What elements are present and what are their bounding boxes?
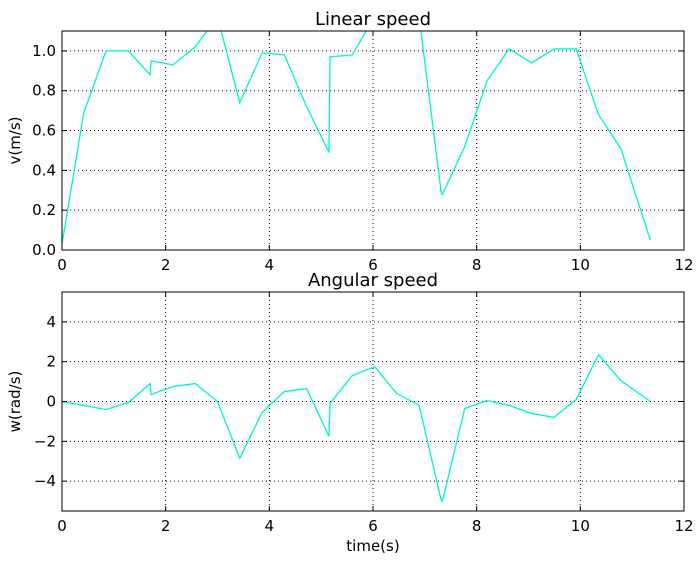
- x-tick-label: 4: [265, 256, 275, 274]
- chart-title: Angular speed: [308, 270, 438, 291]
- x-tick-label: 8: [472, 256, 482, 274]
- y-axis-title: w(rad/s): [6, 371, 24, 433]
- linear-speed-panel: 0 2 4 6 8 10 12 0.0 0.2 0.4 0.6 0.8 1.0 Linear speed v…: [6, 9, 694, 274]
- x-tick-label: 2: [161, 517, 171, 535]
- series-line: [62, 353, 651, 502]
- x-tick-label: 12: [674, 256, 693, 274]
- y-tick-label: 0: [46, 393, 56, 411]
- x-tick-label: 2: [161, 256, 171, 274]
- x-tick-label: 6: [368, 256, 378, 274]
- x-tick-label: 12: [674, 517, 693, 535]
- y-tick-label: 0.4: [32, 161, 56, 179]
- x-tick-label: 10: [571, 256, 590, 274]
- x-tick-label: 0: [57, 256, 67, 274]
- y-tick-label: 0.8: [32, 82, 56, 100]
- y-tick-label: 0.0: [32, 241, 56, 259]
- x-tick-label: 10: [571, 517, 590, 535]
- y-tick-label: −4: [34, 472, 56, 490]
- y-tick-label: 0.6: [32, 122, 56, 140]
- x-axis-title: time(s): [346, 537, 399, 555]
- y-tick-label: −2: [34, 432, 56, 450]
- y-tick-label: 2: [46, 353, 56, 371]
- x-tick-label: 8: [472, 517, 482, 535]
- y-axis-title: v(m/s): [6, 116, 24, 164]
- x-tick-label: 0: [57, 517, 67, 535]
- chart-title: Linear speed: [315, 9, 431, 30]
- x-tick-label: 4: [265, 517, 275, 535]
- x-tick-label: 6: [368, 517, 378, 535]
- angular-speed-panel: 0 2 4 6 8 10 12 −4 −2 0 2 4 Angular speed w(rad/s) tim…: [6, 270, 694, 555]
- y-tick-label: 1.0: [32, 42, 56, 60]
- y-tick-label: 0.2: [32, 201, 56, 219]
- y-tick-label: 4: [46, 313, 56, 331]
- series-line: [62, 31, 651, 245]
